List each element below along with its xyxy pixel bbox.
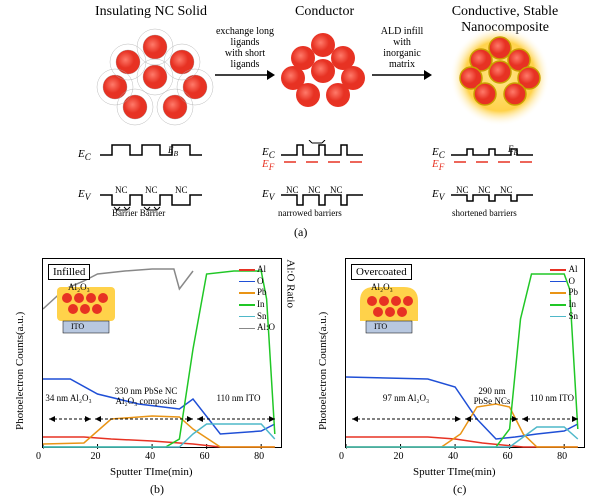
ev-left: EV [78,188,90,202]
inset-c-top: Al₂O₃ [371,283,393,293]
nc-m2: NC [308,185,321,195]
caption-c: (c) [453,482,466,497]
xtick: 40 [145,451,155,462]
legend-item: Sn [550,311,578,323]
box-infilled: Infilled [48,264,90,280]
xlabel-b: Sputter TIme(min) [110,466,193,478]
legend-c: AlOPbInSn [550,264,578,322]
box-overcoated: Overcoated [351,264,412,280]
legend-item: Al [550,264,578,276]
nc-m1: NC [286,185,299,195]
legend-item: Sn [239,311,275,323]
arrow-2-label: ALD infill with inorganic matrix [372,26,432,70]
ylabel-c: Photoelectron Counts(a.u.) [317,312,329,430]
legend-item: Pb [239,287,275,299]
panel-c: Overcoated Al₂O₃ ITO AlOPbInSn 97 nm Al₂… [303,248,606,504]
inset-b-bot: ITO [71,323,84,332]
xtick: 0 [339,451,344,462]
region-b3: 110 nm ITO [201,394,276,404]
legend-item: In [550,299,578,311]
energy-right [448,140,543,215]
region-c3: 110 nm ITO [522,394,582,404]
xtick: 80 [557,451,567,462]
barrier-left: Barrier Barrier [112,208,165,218]
inset-b-top: Al₂O₃ [68,283,90,293]
cluster-insulating [95,22,215,132]
nc-r2: NC [478,185,491,195]
xtick: 60 [503,451,513,462]
cluster-conductor [278,30,368,112]
ev-mid: EV [262,188,274,202]
xlabel-c: Sputter TIme(min) [413,466,496,478]
xtick: 20 [91,451,101,462]
y2label-b: Al:O Ratio [285,259,297,308]
nc-l3: NC [175,185,188,195]
region-c2: 290 nm PbSe NCs [464,387,520,407]
nc-r1: NC [456,185,469,195]
region-c1: 97 nm Al₂O₃ [366,394,446,404]
ef-mid: EF [262,158,274,172]
barrier-right: shortened barriers [452,208,517,218]
xtick: 80 [254,451,264,462]
arrow-1-label: exchange long ligands with short ligands [215,26,275,70]
legend-item: O [239,276,275,288]
barrier-mid: narrowed barriers [278,208,342,218]
nc-r3: NC [500,185,513,195]
region-arrows-b [43,409,283,429]
legend-b: AlOPbInSnAl:O [239,264,275,334]
legend-item: Al [239,264,275,276]
panel-a: Insulating NC Solid Conductor Conductive… [0,0,607,248]
xtick: 0 [36,451,41,462]
nc-l1: NC [115,185,128,195]
ef-right: EF [432,158,444,172]
legend-item: In [239,299,275,311]
ylabel-b: Photoelectron Counts(a.u.) [14,312,26,430]
chart-c: Overcoated Al₂O₃ ITO AlOPbInSn 97 nm Al₂… [345,258,585,448]
eb-right: EB [508,144,518,157]
inset-c-bot: ITO [374,323,387,332]
cluster-nanocomposite [440,26,560,126]
eb-left: EB [168,145,178,158]
energy-left [95,140,215,215]
region-arrows-c [346,409,586,429]
xtick: 20 [394,451,404,462]
legend-item: Pb [550,287,578,299]
chart-b: Infilled Al₂O₃ ITO AlOPbInSnAl:O 34 nm A… [42,258,282,448]
xtick: 60 [200,451,210,462]
caption-a: (a) [294,225,307,240]
nc-l2: NC [145,185,158,195]
ec-left: EC [78,148,91,162]
region-b1: 34 nm Al₂O₃ [41,394,96,404]
nc-m3: NC [330,185,343,195]
arrow-1 [215,68,275,82]
region-b2: 330 nm PbSe NC Al₂O₃ composite [96,387,196,407]
panel-b: Infilled Al₂O₃ ITO AlOPbInSnAl:O 34 nm A… [0,248,303,504]
legend-item: O [550,276,578,288]
title-conductor: Conductor [295,4,354,20]
energy-mid: Barrier [278,140,373,215]
xtick: 40 [448,451,458,462]
caption-b: (b) [150,482,164,497]
ev-right: EV [432,188,444,202]
title-insulating: Insulating NC Solid [95,4,207,20]
arrow-2 [372,68,432,82]
legend-item: Al:O [239,322,275,334]
